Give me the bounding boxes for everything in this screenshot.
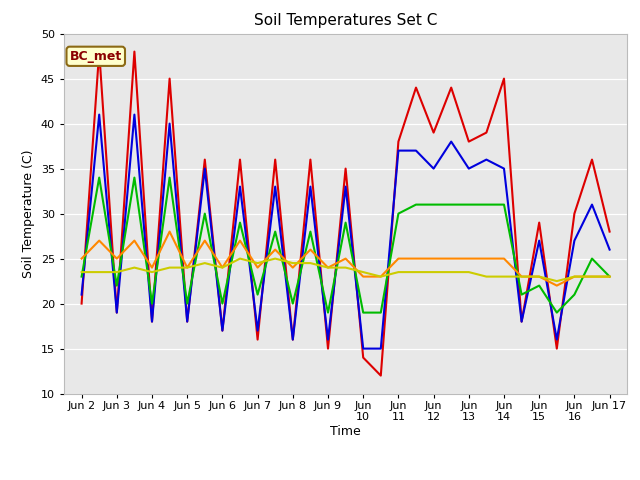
Text: BC_met: BC_met [70,50,122,63]
Legend: -2cm, -4cm, -8cm, -16cm, -32cm: -2cm, -4cm, -8cm, -16cm, -32cm [165,479,526,480]
Title: Soil Temperatures Set C: Soil Temperatures Set C [254,13,437,28]
X-axis label: Time: Time [330,425,361,438]
Y-axis label: Soil Temperature (C): Soil Temperature (C) [22,149,35,278]
